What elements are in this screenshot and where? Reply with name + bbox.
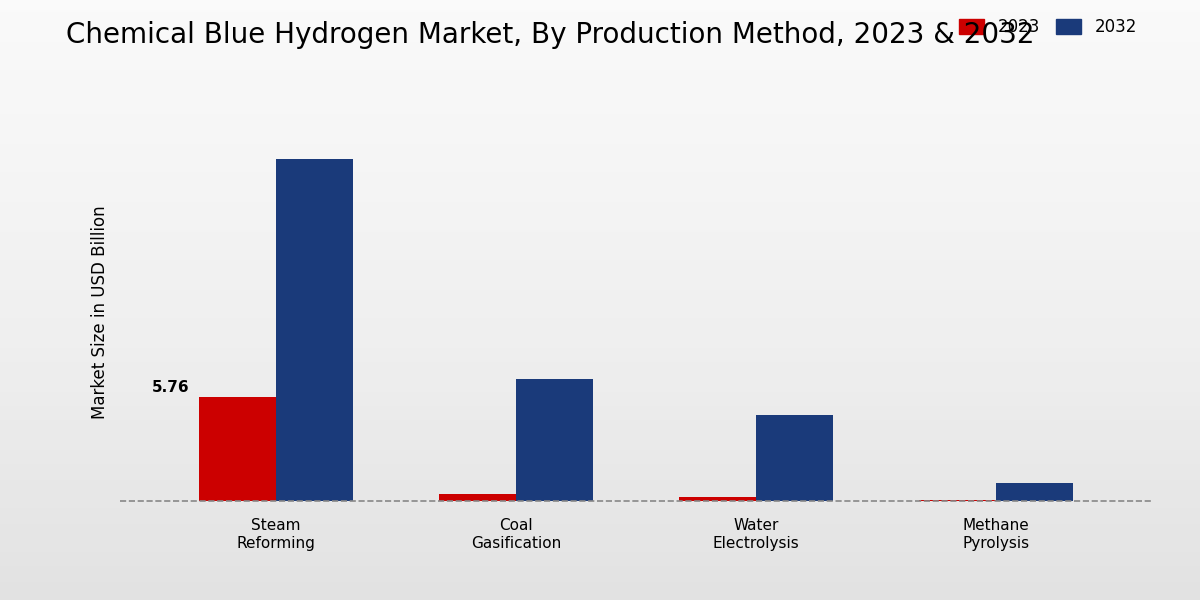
Bar xyxy=(996,483,1073,501)
Bar xyxy=(199,397,276,501)
Text: Chemical Blue Hydrogen Market, By Production Method, 2023 & 2032: Chemical Blue Hydrogen Market, By Produc… xyxy=(66,21,1034,49)
Text: 5.76: 5.76 xyxy=(151,380,190,395)
Bar xyxy=(516,379,593,501)
Bar xyxy=(679,497,756,501)
Bar xyxy=(756,415,833,501)
Bar xyxy=(439,494,516,501)
Legend: 2023, 2032: 2023, 2032 xyxy=(953,11,1144,43)
Bar xyxy=(276,159,353,501)
Bar xyxy=(919,500,996,501)
Y-axis label: Market Size in USD Billion: Market Size in USD Billion xyxy=(91,205,109,419)
